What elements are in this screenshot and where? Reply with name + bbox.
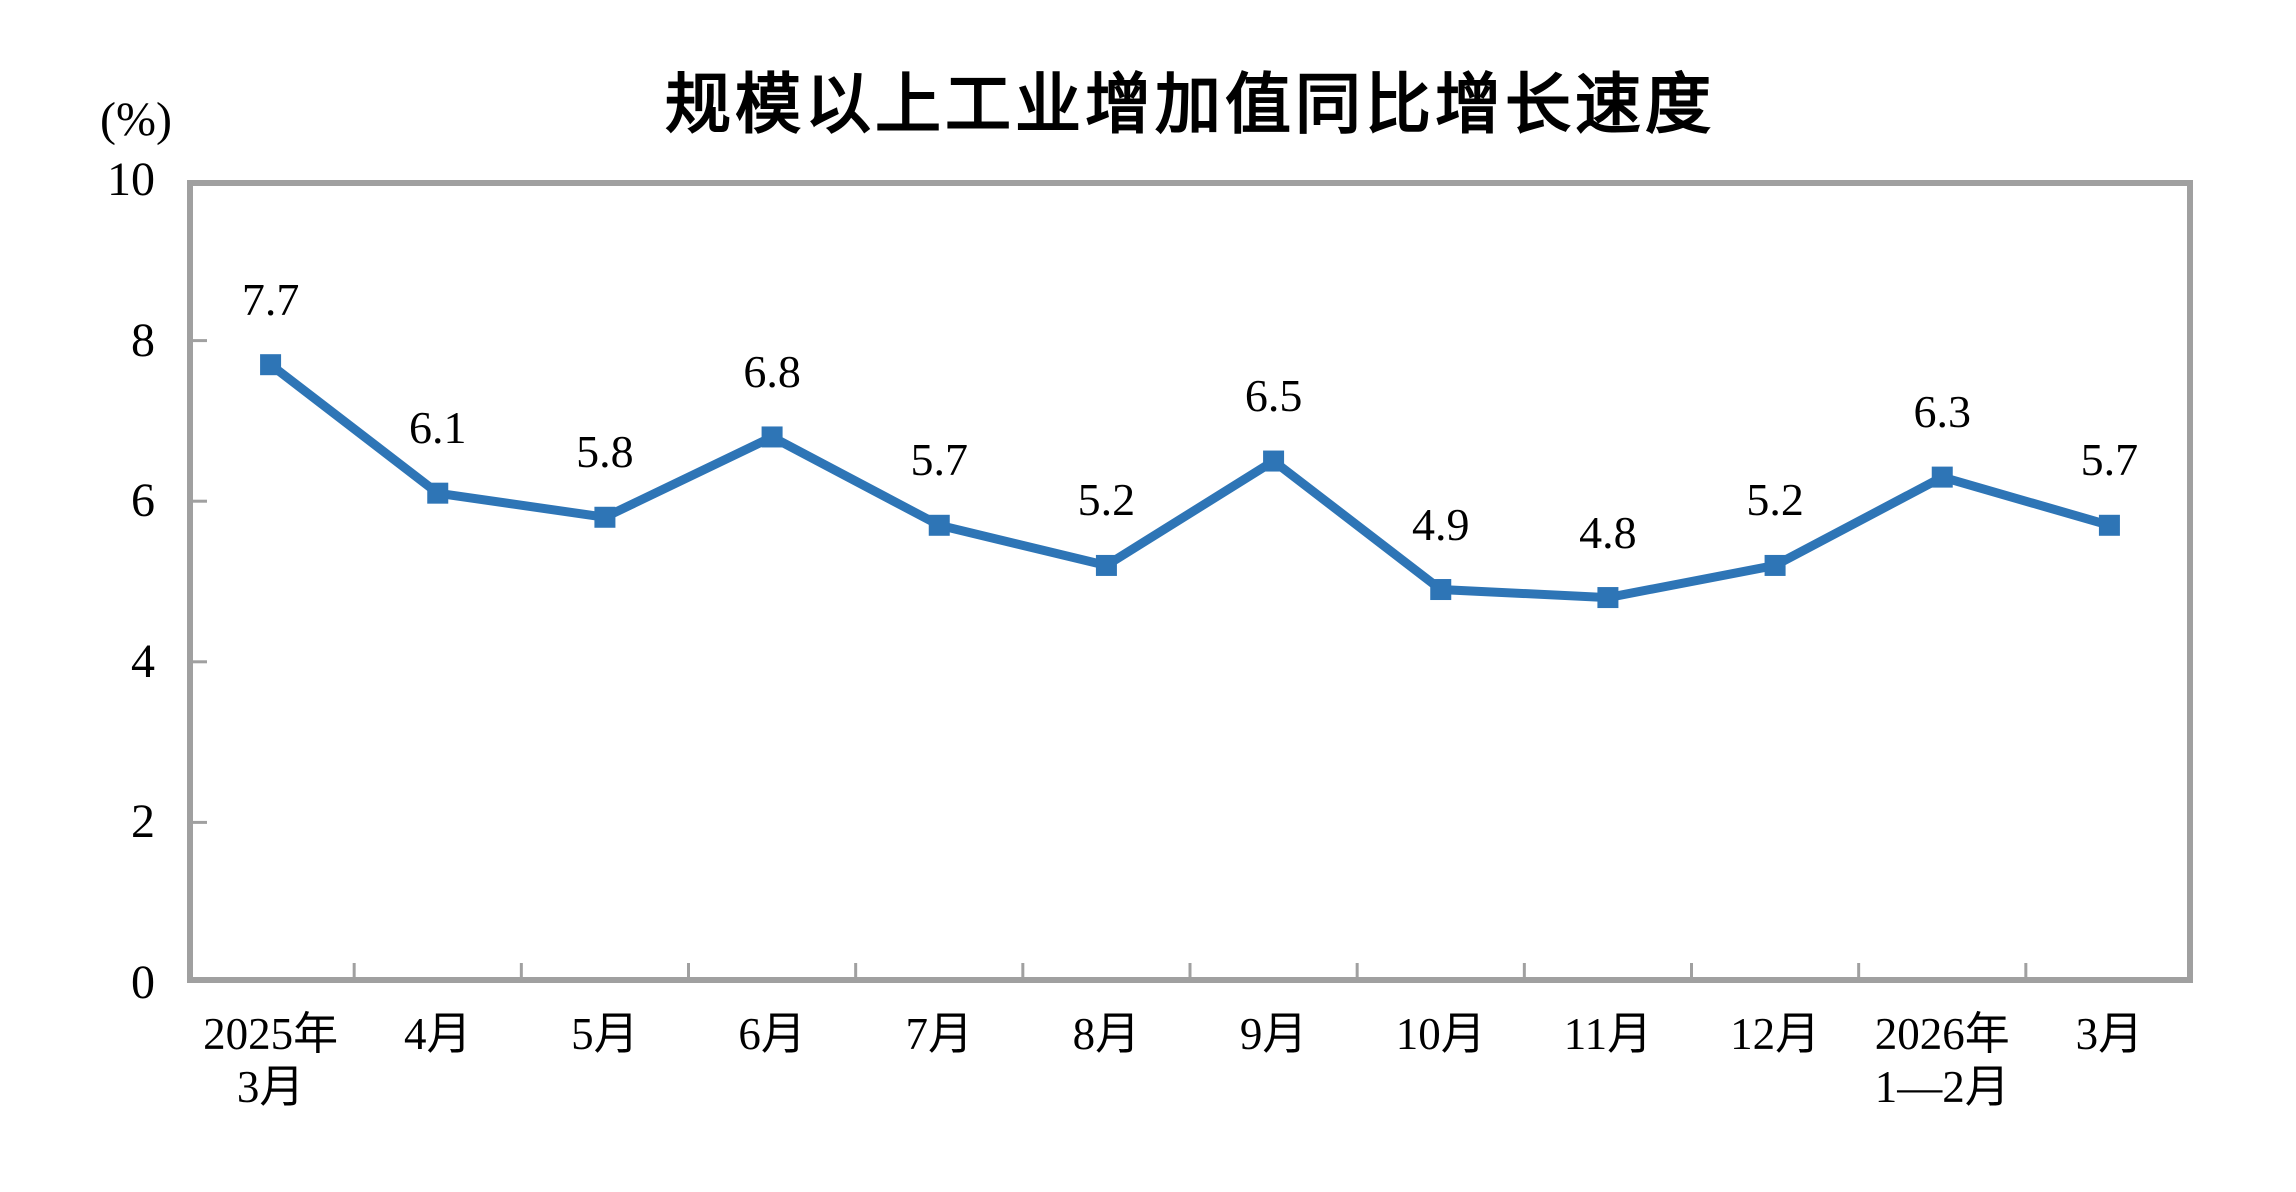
data-point-marker <box>1095 554 1117 576</box>
x-axis-label: 2025年 3月 <box>141 1008 401 1114</box>
x-axis-label-line: 3月 <box>236 1062 305 1112</box>
data-point-marker <box>761 426 783 448</box>
y-axis-tick-label: 10 <box>107 153 155 206</box>
x-axis-label: 2026年 1—2月 <box>1812 1008 2072 1114</box>
data-label: 5.2 <box>1077 474 1136 526</box>
data-point-marker <box>260 354 282 376</box>
data-label: 7.7 <box>241 273 300 325</box>
x-axis-label-line: 5月 <box>571 1009 639 1059</box>
x-axis-label-line: 12月 <box>1730 1009 1821 1059</box>
x-axis-label: 6月 <box>642 1008 902 1061</box>
x-axis-label-line: 9月 <box>1239 1009 1308 1059</box>
plot-area <box>187 180 2193 983</box>
x-axis-label: 9月 <box>1144 1008 1404 1061</box>
x-axis-label-line: 10月 <box>1395 1009 1486 1059</box>
x-axis-label-line: 6月 <box>738 1009 806 1059</box>
data-label: 6.1 <box>409 402 467 454</box>
data-point-marker <box>594 506 616 528</box>
data-point-marker <box>1764 554 1786 576</box>
x-axis-label: 8月 <box>976 1008 1236 1061</box>
data-label: 6.5 <box>1244 370 1303 422</box>
x-axis-label-line: 3月 <box>2075 1009 2144 1059</box>
data-point-marker <box>1263 450 1285 472</box>
data-point-marker <box>2098 514 2120 536</box>
data-label: 4.8 <box>1579 506 1637 558</box>
plot-border <box>187 180 2193 983</box>
x-axis-label: 5月 <box>475 1008 735 1061</box>
x-axis-label-line: 1—2月 <box>1874 1062 2010 1112</box>
x-axis-label-line: 4月 <box>403 1009 472 1059</box>
y-axis-tick-label: 4 <box>131 634 155 688</box>
x-axis-label-line: 8月 <box>1072 1009 1141 1059</box>
y-axis-tick-label: 2 <box>131 795 155 849</box>
x-axis-label: 3月 <box>1979 1008 2239 1061</box>
data-line <box>267 361 2111 603</box>
x-axis-label-line: 11月 <box>1563 1009 1653 1059</box>
data-point-marker <box>1597 587 1619 609</box>
data-label: 4.9 <box>1412 498 1470 550</box>
x-axis-label: 11月 <box>1478 1008 1738 1061</box>
data-point-marker <box>427 482 449 504</box>
data-point-marker <box>1430 579 1452 601</box>
data-label: 5.7 <box>910 434 969 486</box>
y-axis-tick-label: 6 <box>131 474 155 528</box>
y-axis-tick-label: 8 <box>131 313 155 367</box>
data-point-marker <box>928 514 950 536</box>
x-axis-label: 10月 <box>1311 1008 1571 1061</box>
chart-title: 规模以上工业增加值同比增长速度 <box>665 69 1715 142</box>
x-axis-label: 4月 <box>308 1008 568 1061</box>
line-chart-canvas <box>187 180 2193 983</box>
data-label: 5.7 <box>2080 434 2139 486</box>
x-axis-label-line: 7月 <box>905 1009 973 1059</box>
data-label: 5.2 <box>1746 474 1804 526</box>
x-axis-label-line: 2026年 <box>1874 1009 2010 1059</box>
x-axis-label: 12月 <box>1645 1008 1905 1061</box>
x-axis-label-line: 2025年 <box>203 1009 339 1059</box>
data-point-marker <box>1931 466 1953 488</box>
x-axis-label: 7月 <box>809 1008 1069 1061</box>
data-label: 5.8 <box>576 426 634 478</box>
data-label: 6.8 <box>743 345 801 397</box>
data-label: 6.3 <box>1913 386 1972 438</box>
y-axis-tick-label: 0 <box>131 956 155 1009</box>
y-axis-unit-label: (%) <box>100 93 172 146</box>
